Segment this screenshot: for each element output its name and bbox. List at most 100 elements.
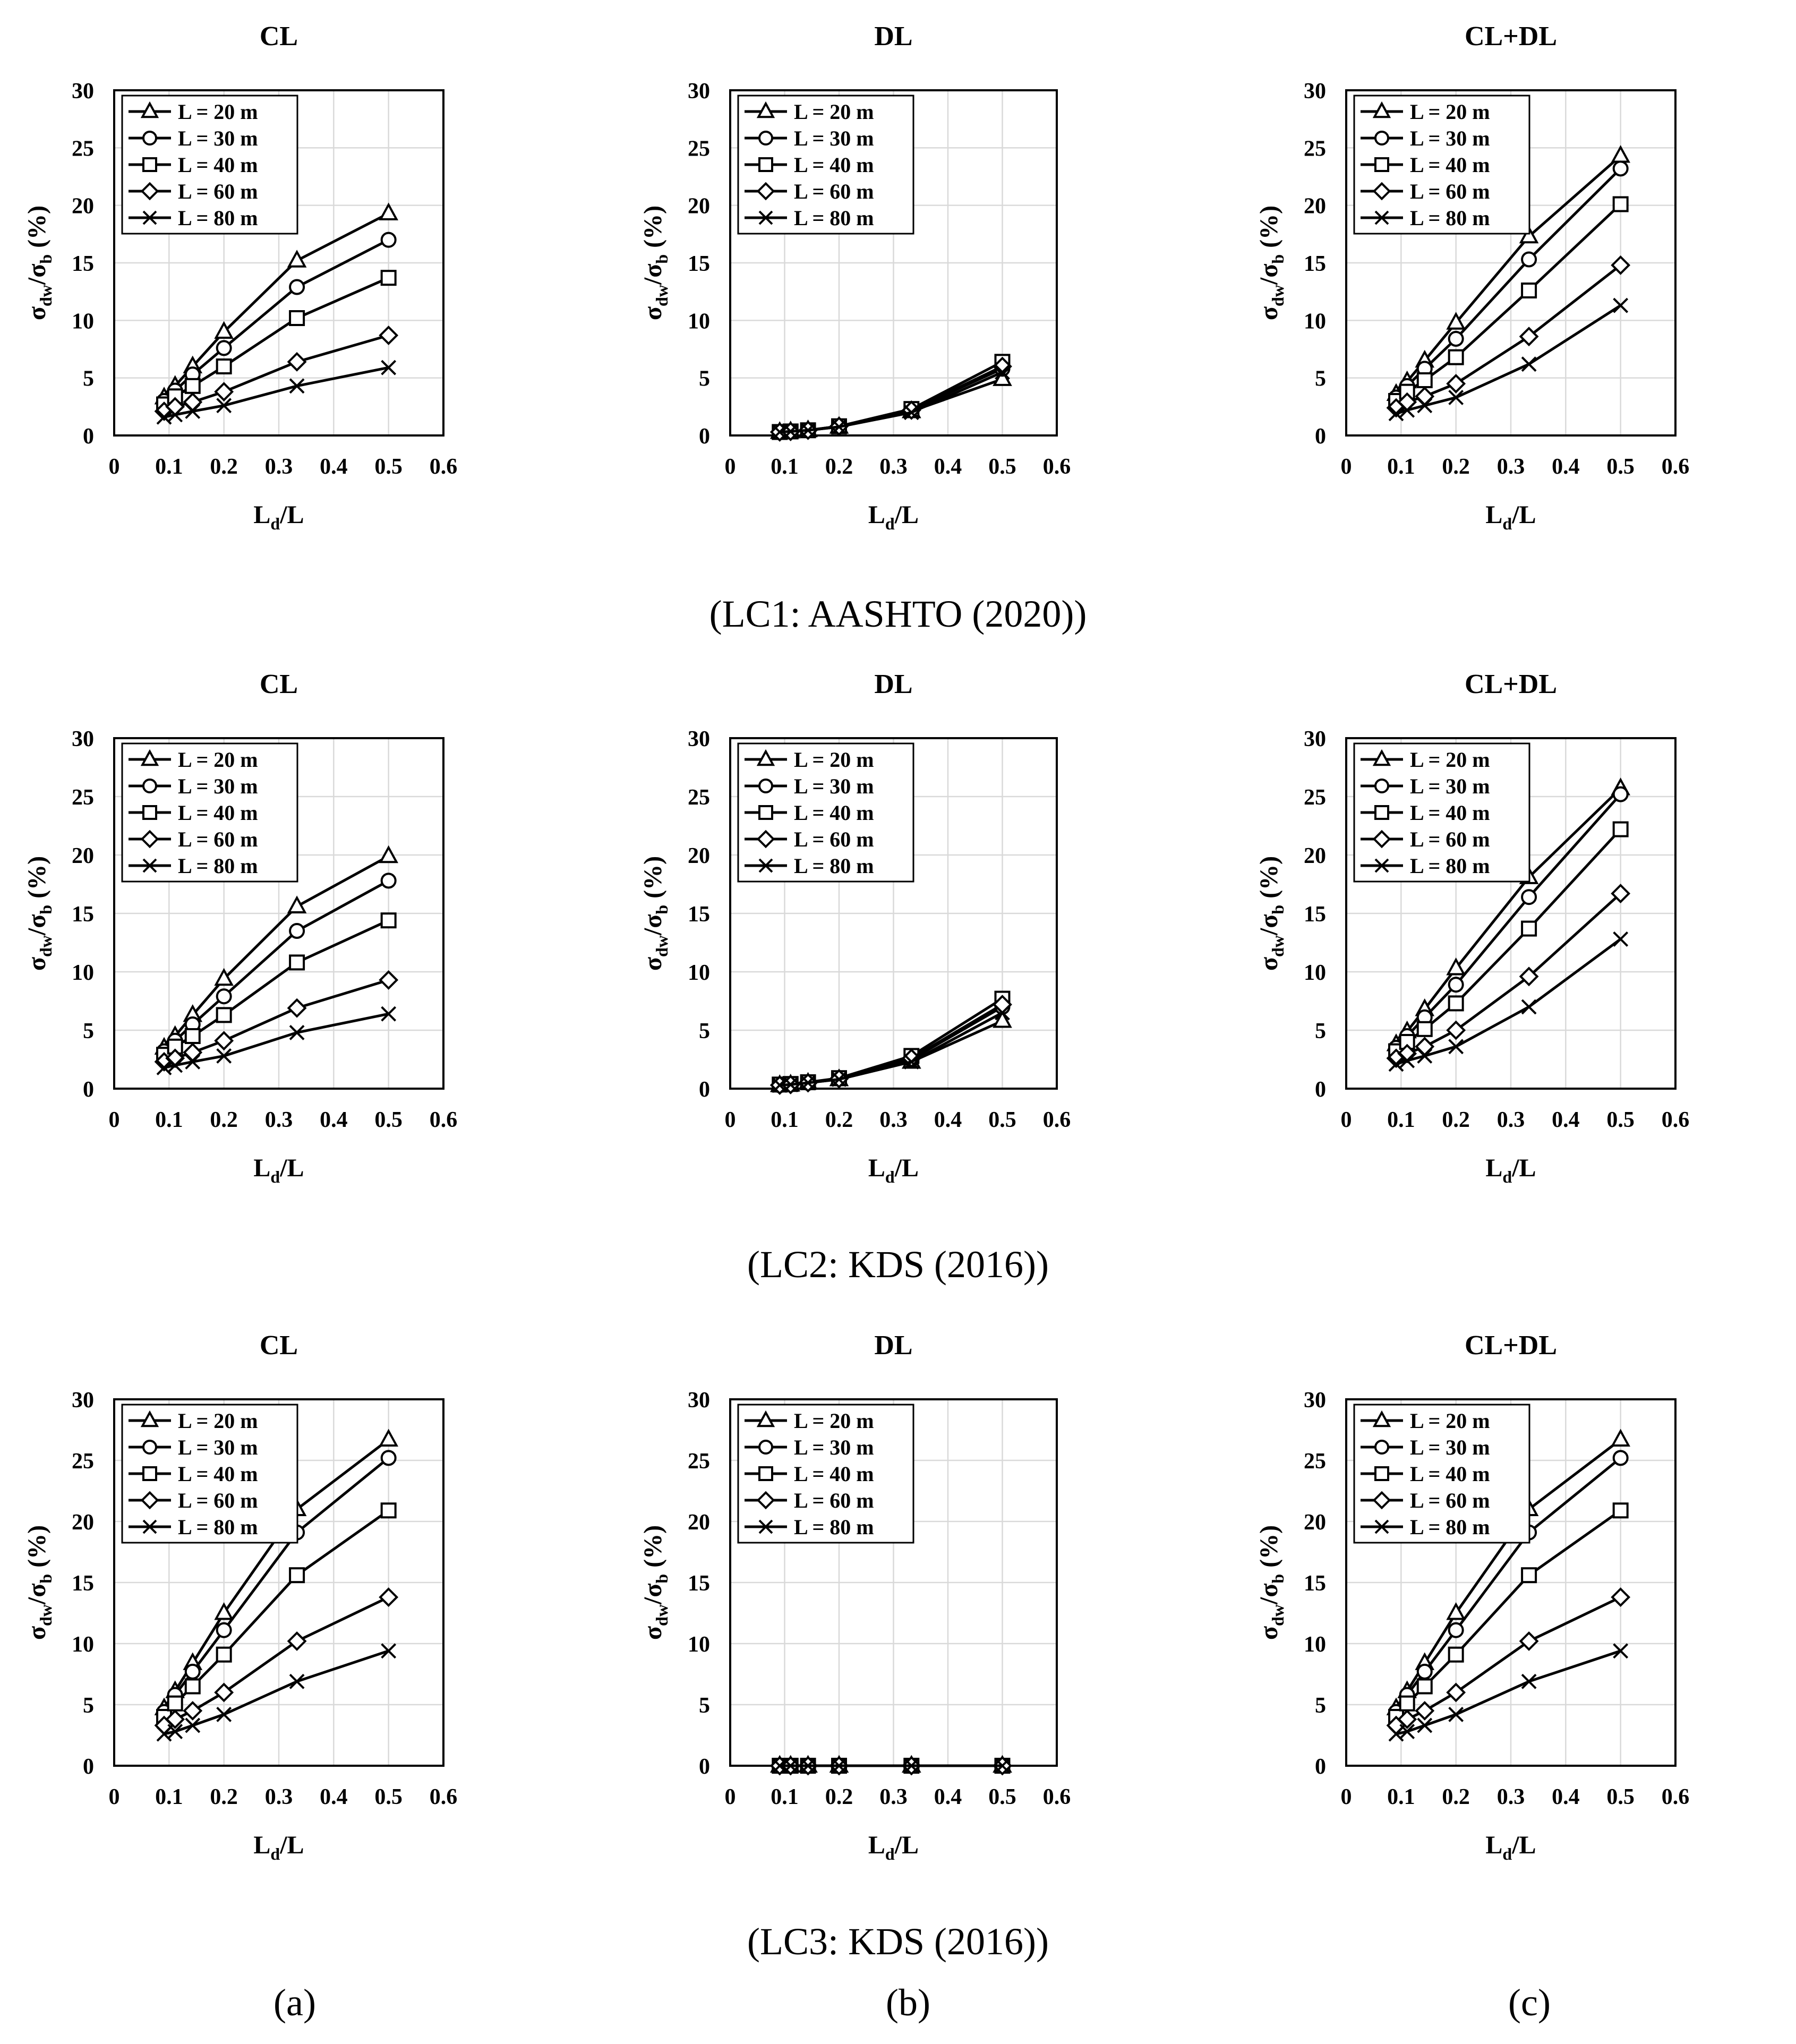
data-point xyxy=(1612,821,1629,837)
y-tick-label: 20 xyxy=(1304,844,1326,868)
y-axis-label: σdw/σb (%) xyxy=(1255,1525,1287,1640)
data-point xyxy=(289,923,305,939)
data-point xyxy=(381,1006,397,1022)
series-4 xyxy=(154,326,399,421)
data-point xyxy=(1521,1673,1537,1689)
data-point xyxy=(380,912,397,929)
y-tick-label: 20 xyxy=(72,844,94,868)
legend-marker xyxy=(142,779,157,793)
legend: L = 20 mL = 30 mL = 40 mL = 60 mL = 80 m xyxy=(1353,1404,1530,1544)
sub-label-b: (b) xyxy=(886,1981,930,2024)
y-tick-label: 15 xyxy=(72,902,94,927)
data-point xyxy=(1612,196,1629,212)
y-tick-label: 30 xyxy=(72,1388,94,1413)
data-point xyxy=(1446,312,1466,330)
x-tick-label: 0.6 xyxy=(430,1785,458,1809)
data-point xyxy=(216,1048,232,1064)
data-point xyxy=(289,1673,305,1689)
x-axis-label: Ld/L xyxy=(253,1831,304,1863)
x-tick-label: 0 xyxy=(1341,1108,1352,1132)
x-tick-label: 0.4 xyxy=(1552,1785,1580,1809)
plot-frame xyxy=(1345,1398,1677,1767)
data-point xyxy=(216,1706,232,1722)
data-point xyxy=(184,1678,201,1695)
data-point xyxy=(1388,406,1404,422)
legend-label: L = 60 m xyxy=(1410,1489,1490,1512)
panel-title: CL xyxy=(260,21,298,52)
series-4 xyxy=(154,1587,399,1735)
legend-label: L = 20 m xyxy=(794,100,874,124)
y-tick-label: 30 xyxy=(688,727,710,751)
legend: L = 20 mL = 30 mL = 40 mL = 60 mL = 80 m xyxy=(1353,742,1530,883)
y-tick-label: 25 xyxy=(688,785,710,810)
y-tick-label: 10 xyxy=(72,309,94,333)
panel-title: DL xyxy=(874,669,912,699)
legend-marker xyxy=(756,829,775,849)
x-tick-label: 0.4 xyxy=(1552,1108,1580,1132)
legend-label: L = 80 m xyxy=(794,1515,874,1539)
x-tick-label: 0 xyxy=(1341,1785,1352,1809)
x-tick-label: 0.2 xyxy=(825,1108,853,1132)
legend-marker xyxy=(1372,829,1391,849)
legend-label: L = 40 m xyxy=(178,1462,258,1486)
data-point xyxy=(380,873,397,889)
series-line xyxy=(780,371,1003,433)
x-tick-label: 0.2 xyxy=(1442,455,1470,479)
y-tick-label: 0 xyxy=(699,1755,710,1779)
data-point xyxy=(167,1724,183,1740)
legend-marker xyxy=(756,101,775,118)
data-point xyxy=(1399,1695,1415,1712)
y-tick-label: 5 xyxy=(83,367,94,391)
data-point xyxy=(381,360,397,375)
y-tick-label: 15 xyxy=(72,1571,94,1596)
legend-label: L = 40 m xyxy=(1410,153,1490,177)
y-tick-label: 0 xyxy=(1315,1755,1326,1779)
x-tick-label: 0.3 xyxy=(265,1108,293,1132)
y-tick-label: 5 xyxy=(699,367,710,391)
legend-marker xyxy=(140,829,159,849)
legend-label: L = 60 m xyxy=(178,179,258,203)
panel-r2-c3: CL+DL 0 5 10 15 20 25 30 0 0.1 0.2 0.3 0.4 0.5 0.6 Ld/L… xyxy=(1255,669,1689,1186)
caption-lc2: (LC2: KDS (2016)) xyxy=(747,1243,1049,1286)
data-point xyxy=(1399,402,1415,418)
x-tick-label: 0 xyxy=(1341,455,1352,479)
legend-label: L = 80 m xyxy=(178,854,258,878)
legend-label: L = 60 m xyxy=(178,1489,258,1512)
plot-frame xyxy=(729,737,1058,1090)
y-axis-label: σdw/σb (%) xyxy=(23,206,55,320)
data-point xyxy=(287,352,307,372)
data-point xyxy=(831,1071,847,1087)
data-point xyxy=(1521,283,1537,298)
panel-title: DL xyxy=(874,21,912,52)
data-point xyxy=(1519,225,1539,244)
panel-r3-c1: CL 0 5 10 15 20 25 30 0 0.1 0.2 0.3 0.4 0.5 0.6 Ld/L σdw… xyxy=(23,1330,457,1863)
sub-label-a: (a) xyxy=(273,1981,316,2024)
series-4 xyxy=(769,356,1012,442)
x-tick-label: 0.3 xyxy=(879,1785,908,1809)
series-5 xyxy=(1388,1643,1629,1742)
x-tick-label: 0.1 xyxy=(155,1785,183,1809)
data-point xyxy=(216,358,232,374)
y-axis-label: σdw/σb (%) xyxy=(639,856,671,971)
data-point xyxy=(216,988,232,1005)
legend-marker xyxy=(1374,779,1389,793)
series-5 xyxy=(1388,297,1629,422)
legend: L = 20 mL = 30 mL = 40 mL = 60 mL = 80 m xyxy=(121,1404,298,1544)
series-5 xyxy=(156,1643,397,1742)
y-tick-label: 10 xyxy=(688,309,710,333)
data-point xyxy=(1417,398,1433,414)
x-axis-label: Ld/L xyxy=(1485,1831,1536,1863)
legend-marker xyxy=(1372,101,1391,118)
y-tick-label: 25 xyxy=(688,1449,710,1474)
legend-label: L = 20 m xyxy=(1410,748,1490,772)
legend-label: L = 80 m xyxy=(1410,1515,1490,1539)
y-tick-label: 15 xyxy=(1304,902,1326,927)
legend-label: L = 60 m xyxy=(1410,179,1490,203)
data-point xyxy=(214,1682,234,1703)
legend-marker xyxy=(1374,1519,1389,1534)
data-point xyxy=(379,1587,399,1607)
y-tick-label: 25 xyxy=(72,136,94,161)
legend-marker xyxy=(758,210,773,225)
data-point xyxy=(1388,1056,1404,1072)
x-tick-label: 0.5 xyxy=(374,1108,403,1132)
